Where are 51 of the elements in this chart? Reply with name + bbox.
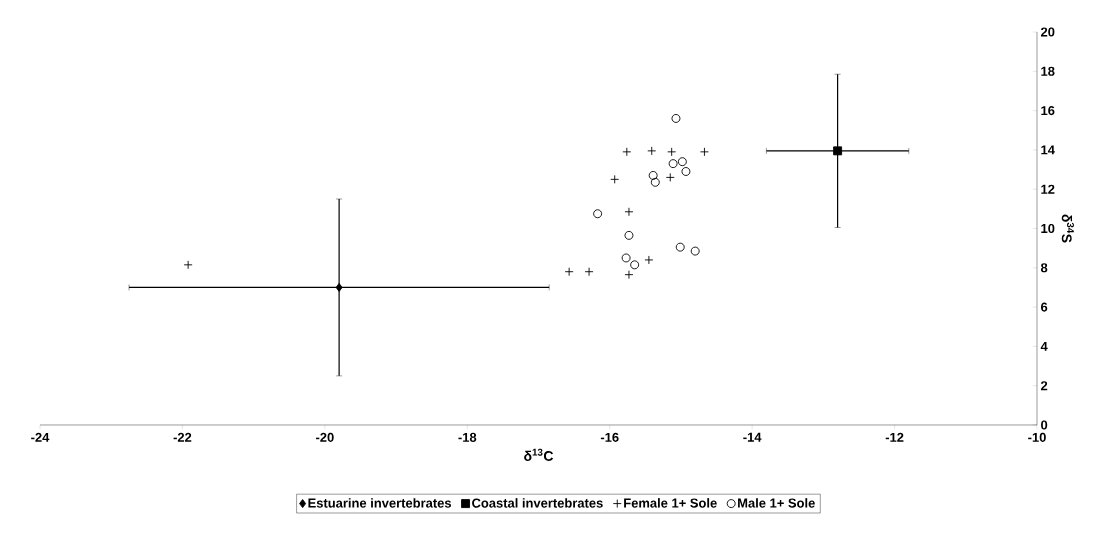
legend-label: Male 1+ Sole xyxy=(738,498,815,508)
point xyxy=(675,242,685,252)
point xyxy=(681,167,691,176)
point xyxy=(584,267,594,277)
y-tick-label: 4 xyxy=(1040,341,1048,351)
x-tick-label: -10 xyxy=(1028,432,1046,442)
point xyxy=(650,177,660,187)
legend-label: Coastal invertebrates xyxy=(472,498,603,508)
point xyxy=(564,267,574,277)
legend-label: Estuarine invertebrates xyxy=(308,498,452,508)
y-axis-title: δ$^{34}$S xyxy=(1061,214,1074,243)
point xyxy=(624,230,634,240)
x-tick-label: -24 xyxy=(31,432,50,442)
point xyxy=(648,170,658,180)
point xyxy=(677,157,687,167)
x-tick-label: -20 xyxy=(316,432,334,442)
y-tick-label: 20 xyxy=(1040,27,1055,37)
point xyxy=(833,146,843,156)
y-tick-label: 18 xyxy=(1041,66,1055,76)
point xyxy=(621,253,631,263)
point xyxy=(668,159,678,169)
y-tick-label: 10 xyxy=(1041,223,1055,234)
x-axis-title: δ$^{13}$C xyxy=(524,448,554,461)
legend-label: Female 1+ Sole xyxy=(624,498,717,508)
point xyxy=(644,255,654,265)
y-tick-label: 6 xyxy=(1041,302,1048,312)
point xyxy=(630,260,640,270)
point xyxy=(624,207,634,217)
point xyxy=(610,174,620,184)
point xyxy=(593,209,603,219)
y-tick-label: 12 xyxy=(1041,184,1055,194)
point xyxy=(335,282,343,292)
x-tick-label: -16 xyxy=(600,432,619,442)
point xyxy=(624,270,634,280)
x-tick-label: -14 xyxy=(743,432,762,442)
point xyxy=(667,147,677,157)
x-tick-label: -18 xyxy=(458,432,477,442)
point xyxy=(622,147,632,157)
point xyxy=(647,146,657,156)
point xyxy=(690,246,700,256)
y-tick-label: 2 xyxy=(1040,381,1048,391)
point xyxy=(699,147,709,157)
y-tick-label: 8 xyxy=(1040,263,1048,273)
y-tick-label: 16 xyxy=(1041,106,1055,116)
x-tick-label: -22 xyxy=(173,432,192,442)
y-tick-label: 0 xyxy=(1041,420,1048,430)
x-tick-label: -12 xyxy=(885,432,904,442)
point xyxy=(671,113,681,123)
y-tick-label: 14 xyxy=(1041,145,1055,155)
point xyxy=(665,172,675,182)
point xyxy=(183,260,193,270)
